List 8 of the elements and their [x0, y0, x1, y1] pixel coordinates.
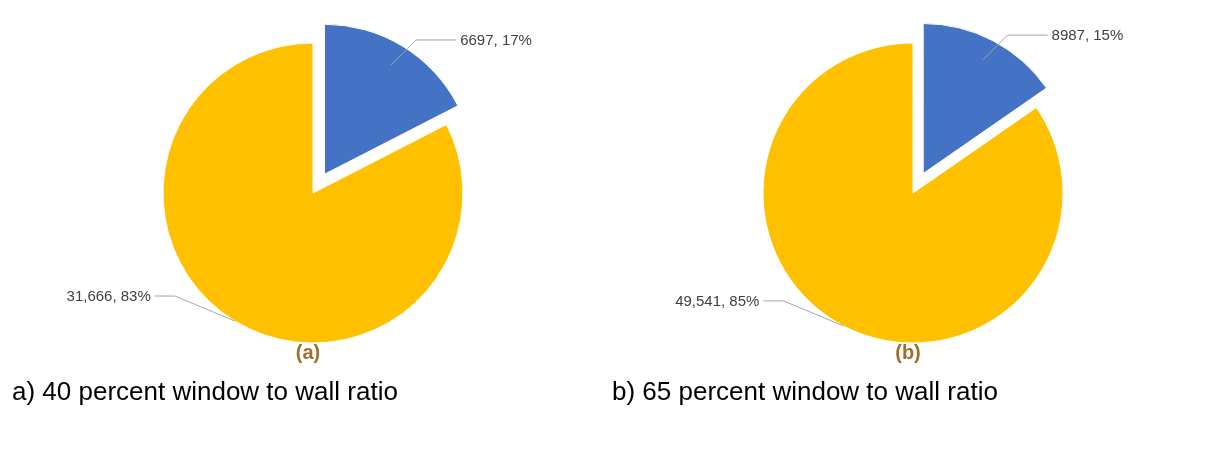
text: a) 40 percent window to wall ratio	[11, 376, 399, 407]
data-label: 31,666, 83%	[66, 287, 151, 304]
data-label: 8987, 15%	[1051, 26, 1124, 44]
text: b) 65 percent window to wall ratio	[611, 376, 999, 407]
data-label: 49,541, 85%	[675, 291, 760, 309]
text: (b)	[894, 341, 922, 364]
data-label: 6697, 17%	[460, 31, 532, 48]
text: (a)	[294, 341, 322, 364]
